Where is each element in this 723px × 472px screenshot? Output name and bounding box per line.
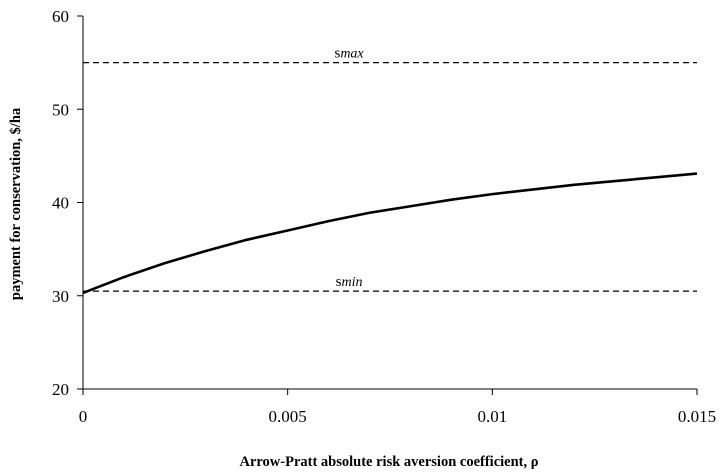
x-tick-label: 0 bbox=[79, 407, 88, 426]
y-tick-label: 50 bbox=[52, 100, 69, 119]
reference-lines: smax smin bbox=[83, 46, 697, 292]
y-axis-title: payment for conservation, $/ha bbox=[8, 107, 24, 300]
series-layer bbox=[82, 172, 698, 295]
x-tick-label: 0.01 bbox=[477, 407, 507, 426]
y-tick-label: 30 bbox=[52, 287, 69, 306]
axes bbox=[82, 16, 697, 390]
ticks: 20 30 40 50 60 0 0.005 0.01 0.015 bbox=[52, 7, 716, 426]
y-tick-label: 20 bbox=[52, 380, 69, 399]
x-tick-label: 0.005 bbox=[269, 407, 307, 426]
x-tick-label: 0.015 bbox=[678, 407, 716, 426]
series-line bbox=[82, 172, 698, 295]
x-axis-title: Arrow-Pratt absolute risk aversion coeff… bbox=[239, 454, 538, 470]
reference-label-min: smin bbox=[336, 274, 363, 290]
y-tick-label: 60 bbox=[52, 7, 69, 26]
y-tick-label: 40 bbox=[52, 194, 69, 213]
reference-label-max: smax bbox=[334, 46, 364, 62]
